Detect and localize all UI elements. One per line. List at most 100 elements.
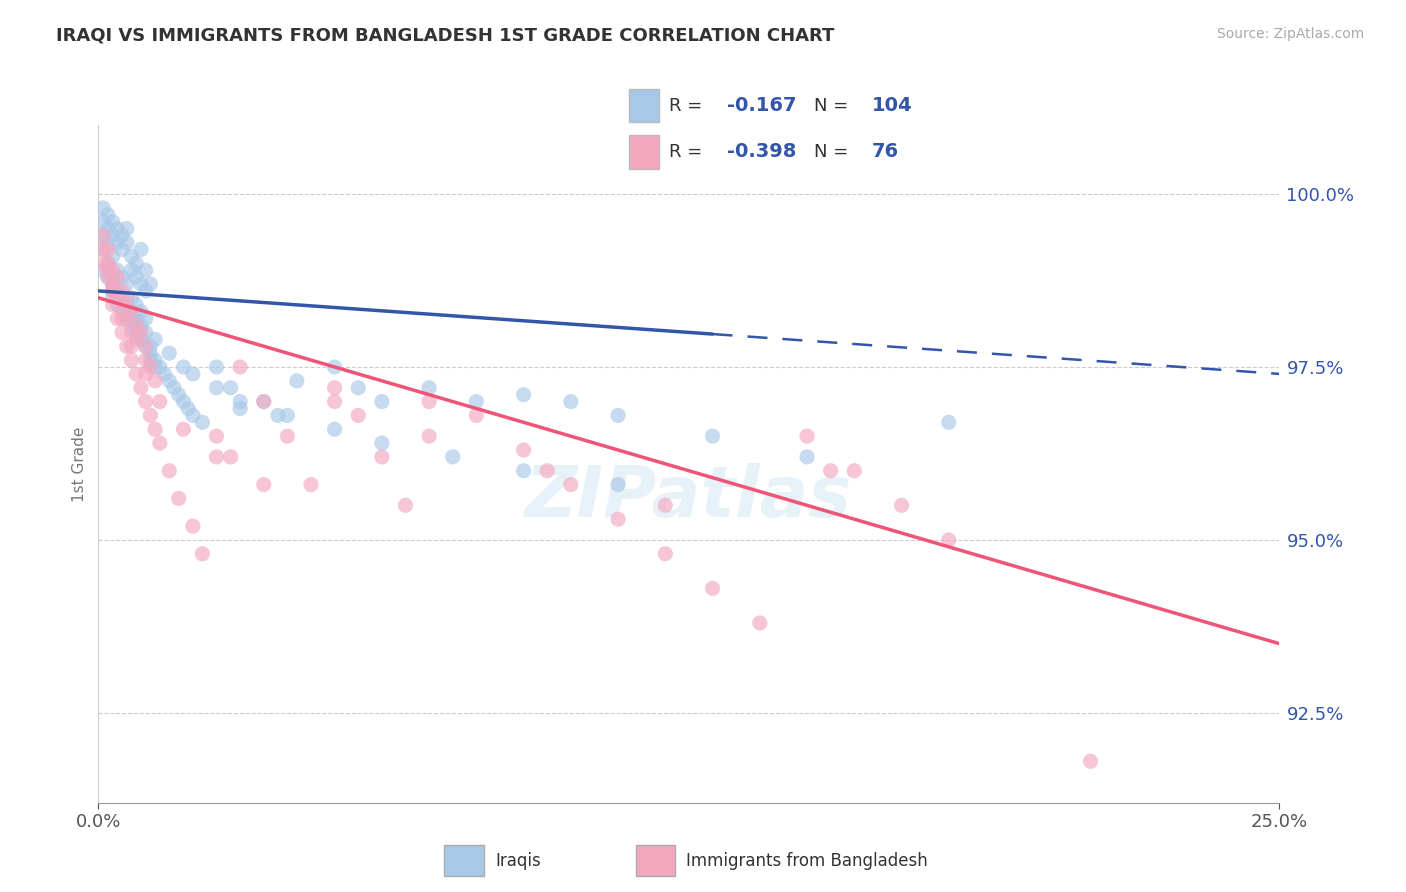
Point — [121, 318, 143, 333]
Text: Immigrants from Bangladesh: Immigrants from Bangladesh — [686, 852, 928, 870]
Point — [229, 394, 252, 409]
Point — [418, 429, 440, 443]
Point — [115, 311, 138, 326]
Point — [536, 464, 558, 478]
Point — [121, 263, 143, 277]
Text: N =: N = — [814, 97, 849, 115]
Point — [91, 215, 114, 229]
Point — [167, 387, 190, 401]
Point — [149, 394, 172, 409]
Point — [105, 221, 128, 235]
FancyBboxPatch shape — [444, 846, 484, 876]
Point — [121, 311, 143, 326]
Point — [143, 353, 166, 368]
Point — [101, 284, 124, 298]
Point — [115, 221, 138, 235]
Point — [129, 326, 152, 340]
Point — [135, 339, 157, 353]
Point — [129, 243, 152, 257]
Point — [129, 332, 152, 346]
Point — [129, 304, 152, 318]
Point — [111, 228, 134, 243]
Point — [121, 304, 143, 318]
Point — [299, 477, 322, 491]
Point — [177, 401, 200, 416]
Point — [219, 450, 242, 464]
Point — [121, 326, 143, 340]
Point — [125, 318, 148, 333]
Point — [115, 291, 138, 305]
Point — [702, 582, 724, 596]
Point — [91, 243, 114, 257]
Point — [191, 415, 214, 429]
Point — [91, 201, 114, 215]
Point — [796, 429, 818, 443]
Text: Source: ZipAtlas.com: Source: ZipAtlas.com — [1216, 27, 1364, 41]
Point — [97, 270, 120, 285]
Point — [97, 256, 120, 270]
Point — [163, 381, 186, 395]
Point — [441, 450, 464, 464]
Point — [101, 277, 124, 291]
Point — [111, 311, 134, 326]
Point — [253, 477, 276, 491]
Text: R =: R = — [669, 97, 703, 115]
Point — [111, 304, 134, 318]
Point — [121, 304, 143, 318]
Point — [97, 263, 120, 277]
Point — [101, 298, 124, 312]
Point — [129, 332, 152, 346]
Point — [748, 615, 770, 630]
Point — [105, 263, 128, 277]
Point — [139, 346, 162, 360]
Point — [135, 339, 157, 353]
Point — [205, 381, 228, 395]
Point — [143, 422, 166, 436]
Point — [323, 394, 346, 409]
Point — [253, 394, 276, 409]
Point — [1080, 754, 1102, 768]
Point — [276, 429, 298, 443]
Point — [135, 311, 157, 326]
Point — [153, 367, 176, 381]
Point — [560, 394, 582, 409]
Point — [139, 353, 162, 368]
FancyBboxPatch shape — [628, 89, 659, 122]
Point — [101, 277, 124, 291]
Point — [229, 359, 252, 374]
Point — [101, 263, 124, 277]
Point — [125, 318, 148, 333]
Point — [101, 249, 124, 263]
Point — [205, 359, 228, 374]
Point — [129, 277, 152, 291]
Point — [115, 311, 138, 326]
Point — [125, 326, 148, 340]
Point — [181, 409, 204, 423]
Text: R =: R = — [669, 143, 703, 161]
Point — [121, 249, 143, 263]
Point — [512, 442, 534, 457]
Point — [125, 311, 148, 326]
Point — [205, 450, 228, 464]
Point — [191, 547, 214, 561]
Point — [465, 409, 488, 423]
Point — [111, 291, 134, 305]
Point — [181, 519, 204, 533]
Point — [323, 422, 346, 436]
Point — [101, 291, 124, 305]
Point — [418, 394, 440, 409]
Point — [512, 464, 534, 478]
Text: ZIPatlas: ZIPatlas — [526, 463, 852, 533]
Text: IRAQI VS IMMIGRANTS FROM BANGLADESH 1ST GRADE CORRELATION CHART: IRAQI VS IMMIGRANTS FROM BANGLADESH 1ST … — [56, 27, 835, 45]
Point — [115, 235, 138, 250]
Point — [97, 221, 120, 235]
Text: N =: N = — [814, 143, 849, 161]
Point — [115, 339, 138, 353]
Point — [607, 409, 630, 423]
Point — [125, 332, 148, 346]
Point — [149, 436, 172, 450]
Point — [139, 409, 162, 423]
Point — [938, 415, 960, 429]
FancyBboxPatch shape — [628, 136, 659, 169]
Point — [347, 409, 370, 423]
